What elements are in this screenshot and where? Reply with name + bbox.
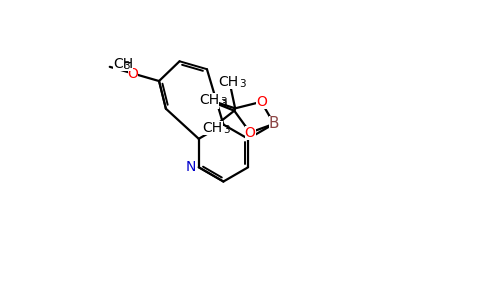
Text: CH: CH	[202, 121, 223, 135]
Text: CH: CH	[113, 57, 133, 71]
Text: 3: 3	[223, 125, 230, 135]
Text: 3: 3	[123, 61, 130, 71]
Text: O: O	[256, 95, 267, 109]
Text: O: O	[245, 125, 256, 140]
Text: CH: CH	[218, 75, 238, 89]
Text: O: O	[128, 67, 138, 80]
Text: 3: 3	[220, 97, 227, 107]
Text: B: B	[269, 116, 279, 131]
Text: CH: CH	[199, 95, 219, 109]
Text: CH: CH	[199, 93, 219, 106]
Text: 3: 3	[239, 79, 246, 89]
Text: N: N	[185, 160, 196, 174]
Text: 3: 3	[220, 99, 227, 109]
